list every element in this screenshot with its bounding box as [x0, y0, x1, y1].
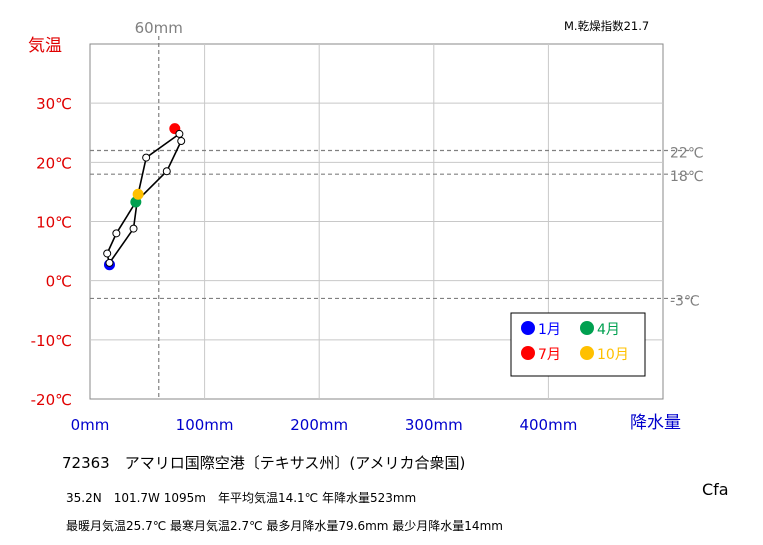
- legend-label-oct: 10月: [597, 347, 629, 363]
- legend-marker-apr: [580, 321, 594, 335]
- month-point: [175, 129, 184, 138]
- month-point: [112, 229, 121, 238]
- axis-ticks: 0mm 100mm 200mm 300mm 400mm -20℃ -10℃ 0℃ 10℃ 20℃ 3…: [31, 95, 578, 434]
- x-tick-label: 100mm: [176, 416, 234, 434]
- reference-lines: 22℃ 18℃ -3℃ 60mm: [90, 19, 704, 399]
- legend-marker-jul: [521, 346, 535, 360]
- dryness-index: M.乾燥指数21.7: [564, 19, 650, 33]
- y-tick-label: 30℃: [36, 95, 72, 113]
- x-tick-label: 300mm: [405, 416, 463, 434]
- legend-marker-oct: [580, 346, 594, 360]
- y-tick-label: 20℃: [36, 154, 72, 172]
- month-point: [162, 167, 171, 176]
- month-point-highlight: [132, 188, 144, 200]
- month-point: [142, 153, 151, 162]
- y-tick-label: 10℃: [36, 214, 72, 232]
- legend-label-jan: 1月: [538, 322, 561, 338]
- reference-line-label: 60mm: [135, 19, 183, 37]
- y-tick-label: -20℃: [31, 391, 72, 409]
- month-point: [103, 249, 112, 258]
- month-point: [129, 224, 138, 233]
- x-tick-label: 200mm: [290, 416, 348, 434]
- station-meta-line1: 35.2N 101.7W 1095m 年平均気温14.1℃ 年降水量523mm: [66, 491, 417, 505]
- x-tick-label: 400mm: [519, 416, 577, 434]
- month-point: [177, 137, 186, 146]
- y-tick-label: 0℃: [46, 273, 72, 291]
- gridlines: [90, 44, 663, 399]
- reference-line-label: 18℃: [670, 169, 704, 185]
- legend-label-apr: 4月: [597, 322, 620, 338]
- legend: 1月 4月 7月 10月: [510, 312, 646, 377]
- month-point: [105, 258, 114, 267]
- station-meta-line2: 最暖月気温25.7℃ 最寒月気温2.7℃ 最多月降水量79.6mm 最少月降水量…: [66, 519, 503, 533]
- month-points: [103, 123, 186, 271]
- y-tick-label: -10℃: [31, 332, 72, 350]
- legend-label-jul: 7月: [538, 347, 561, 363]
- station-title: 72363 アマリロ国際空港〔テキサス州〕(アメリカ合衆国): [62, 454, 466, 472]
- legend-marker-jan: [521, 321, 535, 335]
- x-axis-title: 降水量: [630, 413, 681, 433]
- x-tick-label: 0mm: [71, 416, 110, 434]
- climate-class: Cfa: [702, 480, 729, 499]
- reference-line-label: 22℃: [670, 146, 704, 162]
- y-axis-title: 気温: [28, 36, 62, 56]
- reference-line-label: -3℃: [670, 293, 700, 309]
